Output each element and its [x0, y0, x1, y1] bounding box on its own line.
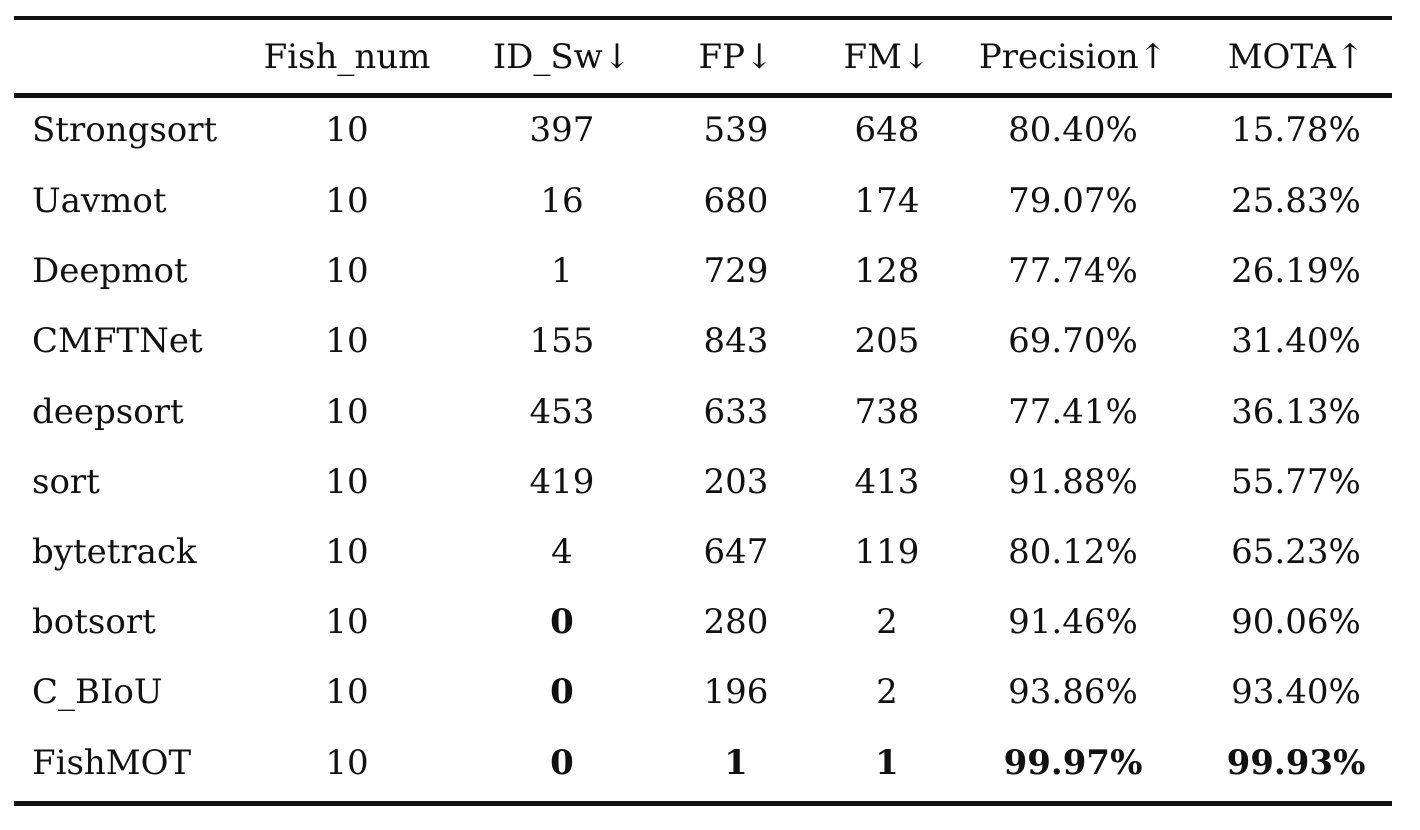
- mota-cell: 65.23%: [1231, 532, 1361, 573]
- id-sw-cell: 0: [550, 742, 574, 783]
- header-fm: FM↓: [843, 36, 931, 77]
- clipped-caption-remnant: [0, 0, 1420, 4]
- fish-num-cell: 10: [325, 391, 369, 432]
- header-id-sw: ID_Sw↓: [492, 36, 632, 77]
- fp-cell: 647: [703, 532, 769, 573]
- header-fish-num: Fish_num: [263, 36, 431, 77]
- table-header-rule: [14, 93, 1392, 98]
- fp-cell: 633: [703, 391, 769, 432]
- method-cell: Deepmot: [32, 251, 188, 292]
- table-row: Deepmot 10 1 729 128 77.74% 26.19%: [14, 236, 1392, 306]
- table-row: deepsort 10 453 633 738 77.41% 36.13%: [14, 377, 1392, 447]
- precision-cell: 80.12%: [1008, 532, 1138, 573]
- mota-cell: 90.06%: [1231, 602, 1361, 643]
- table-row: Strongsort 10 397 539 648 80.40% 15.78%: [14, 93, 1392, 166]
- method-cell: C_BIoU: [32, 672, 163, 713]
- id-sw-cell: 1: [551, 251, 573, 292]
- fm-cell: 128: [854, 251, 920, 292]
- fp-cell: 680: [703, 181, 769, 222]
- fp-cell: 280: [703, 602, 769, 643]
- header-method: [14, 20, 214, 93]
- mota-cell: 36.13%: [1231, 391, 1361, 432]
- fm-cell: 648: [854, 109, 920, 150]
- precision-cell: 69.70%: [1008, 321, 1138, 362]
- method-cell: CMFTNet: [32, 321, 203, 362]
- mota-cell: 99.93%: [1226, 742, 1366, 783]
- mota-cell: 55.77%: [1231, 461, 1361, 502]
- fish-num-cell: 10: [325, 532, 369, 573]
- results-table: Fish_num ID_Sw↓ FP↓ FM↓ Precision↑ MOTA↑…: [14, 20, 1392, 798]
- table-row: FishMOT 10 0 1 1 99.97% 99.93%: [14, 728, 1392, 798]
- method-cell: bytetrack: [32, 532, 197, 573]
- id-sw-cell: 397: [529, 109, 595, 150]
- mota-cell: 31.40%: [1231, 321, 1361, 362]
- id-sw-cell: 4: [551, 532, 573, 573]
- fp-cell: 843: [703, 321, 769, 362]
- fm-cell: 738: [854, 391, 920, 432]
- precision-cell: 79.07%: [1008, 181, 1138, 222]
- precision-cell: 80.40%: [1008, 109, 1138, 150]
- mota-cell: 93.40%: [1231, 672, 1361, 713]
- table-bottom-rule: [14, 801, 1392, 806]
- precision-cell: 91.88%: [1008, 461, 1138, 502]
- table-row: sort 10 419 203 413 91.88% 55.77%: [14, 447, 1392, 517]
- method-cell: deepsort: [32, 391, 184, 432]
- fp-cell: 1: [724, 742, 748, 783]
- mota-cell: 26.19%: [1231, 251, 1361, 292]
- table-top-rule: [14, 16, 1392, 20]
- fish-num-cell: 10: [325, 742, 369, 783]
- fm-cell: 2: [876, 672, 898, 713]
- fish-num-cell: 10: [325, 109, 369, 150]
- table-row: botsort 10 0 280 2 91.46% 90.06%: [14, 587, 1392, 657]
- fish-num-cell: 10: [325, 251, 369, 292]
- fp-cell: 196: [703, 672, 769, 713]
- fp-cell: 203: [703, 461, 769, 502]
- id-sw-cell: 16: [540, 181, 584, 222]
- method-cell: sort: [32, 461, 100, 502]
- fish-num-cell: 10: [325, 181, 369, 222]
- fp-cell: 539: [703, 109, 769, 150]
- mota-cell: 15.78%: [1231, 109, 1361, 150]
- mota-cell: 25.83%: [1231, 181, 1361, 222]
- method-cell: FishMOT: [32, 742, 192, 783]
- id-sw-cell: 419: [529, 461, 595, 502]
- method-cell: Strongsort: [32, 109, 218, 150]
- fm-cell: 119: [854, 532, 920, 573]
- fish-num-cell: 10: [325, 602, 369, 643]
- header-mota: MOTA↑: [1227, 36, 1365, 77]
- method-cell: Uavmot: [32, 181, 167, 222]
- fp-cell: 729: [703, 251, 769, 292]
- precision-cell: 99.97%: [1003, 742, 1143, 783]
- fish-num-cell: 10: [325, 321, 369, 362]
- table-row: CMFTNet 10 155 843 205 69.70% 31.40%: [14, 306, 1392, 376]
- table-body: Strongsort 10 397 539 648 80.40% 15.78% Uavmot 1…: [14, 93, 1392, 798]
- id-sw-cell: 155: [529, 321, 595, 362]
- fm-cell: 174: [854, 181, 920, 222]
- header-row: Fish_num ID_Sw↓ FP↓ FM↓ Precision↑ MOTA↑: [14, 20, 1392, 93]
- fm-cell: 1: [875, 742, 899, 783]
- fish-num-cell: 10: [325, 672, 369, 713]
- method-cell: botsort: [32, 602, 156, 643]
- fm-cell: 205: [854, 321, 920, 362]
- table-row: Uavmot 10 16 680 174 79.07% 25.83%: [14, 166, 1392, 236]
- id-sw-cell: 453: [529, 391, 595, 432]
- header-precision: Precision↑: [978, 36, 1168, 77]
- precision-cell: 93.86%: [1008, 672, 1138, 713]
- precision-cell: 77.41%: [1008, 391, 1138, 432]
- precision-cell: 77.74%: [1008, 251, 1138, 292]
- precision-cell: 91.46%: [1008, 602, 1138, 643]
- table-header: Fish_num ID_Sw↓ FP↓ FM↓ Precision↑ MOTA↑: [14, 20, 1392, 93]
- id-sw-cell: 0: [550, 672, 574, 713]
- table-row: C_BIoU 10 0 196 2 93.86% 93.40%: [14, 657, 1392, 727]
- fm-cell: 413: [854, 461, 920, 502]
- header-fp: FP↓: [698, 36, 774, 77]
- fish-num-cell: 10: [325, 461, 369, 502]
- fm-cell: 2: [876, 602, 898, 643]
- table-row: bytetrack 10 4 647 119 80.12% 65.23%: [14, 517, 1392, 587]
- id-sw-cell: 0: [550, 602, 574, 643]
